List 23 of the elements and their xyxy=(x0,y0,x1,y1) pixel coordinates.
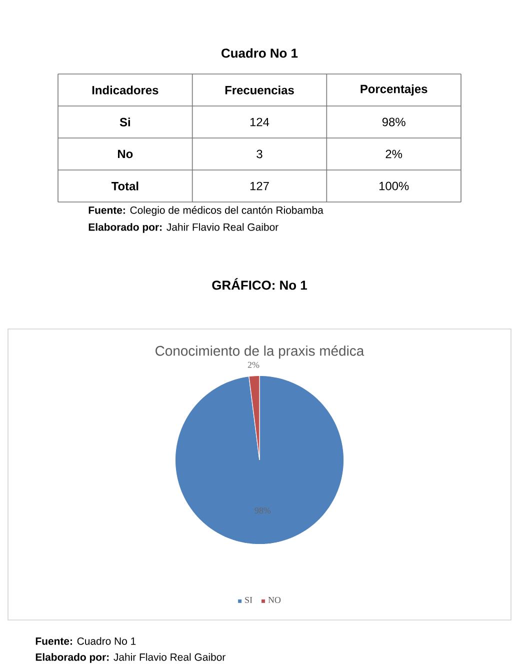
text: Fuente: Cuadro No 1 xyxy=(36,637,136,645)
data-label: 3 xyxy=(256,150,262,158)
data-label: 98% xyxy=(254,507,271,514)
text: Cuadro No 1 xyxy=(222,48,298,58)
category-label: Total xyxy=(111,182,138,190)
legend-label: SI xyxy=(245,596,252,604)
text: Fuente: Colegio de médicos del cantón Riobamba xyxy=(88,206,324,216)
text: Elaborado por: Jahir Flavio Real Gaibor xyxy=(88,223,278,233)
legend-label: NO xyxy=(268,596,281,604)
chart-subtitle: Conocimiento de la praxis médica xyxy=(156,345,364,359)
category-label: No xyxy=(118,150,133,158)
data-label: 2% xyxy=(248,362,260,368)
data-label: 98% xyxy=(382,118,406,126)
text: Frecuencias xyxy=(225,86,294,94)
text: Porcentajes xyxy=(360,84,428,96)
text: Indicadores xyxy=(92,86,158,94)
chart-title: GRÁFICO: No 1 xyxy=(212,278,307,290)
data-label: 127 xyxy=(250,182,269,190)
category-label: Si xyxy=(120,118,130,126)
data-label: 2% xyxy=(386,150,402,158)
text: Elaborado por: Jahir Flavio Real Gaibor xyxy=(36,653,226,663)
data-label: 100% xyxy=(379,182,409,190)
data-label: 124 xyxy=(250,118,270,126)
